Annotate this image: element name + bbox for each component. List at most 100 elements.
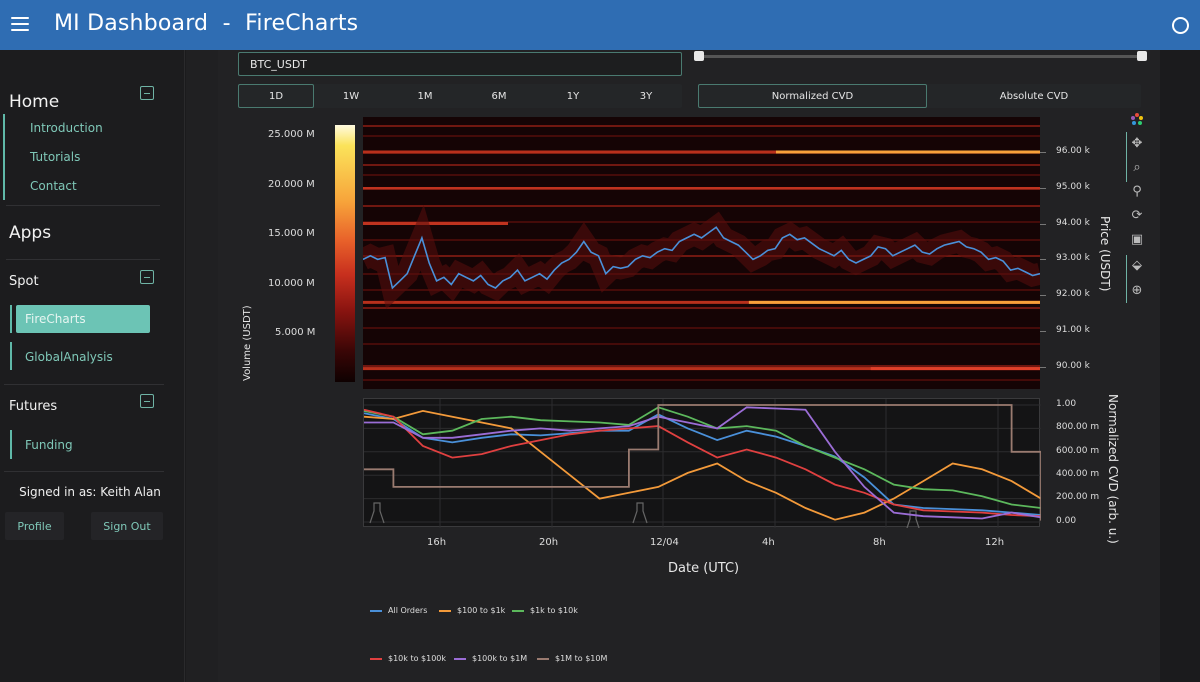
- autoscale-icon[interactable]: ⚲: [1130, 185, 1144, 199]
- cvd-y-tick: 0.00: [1056, 516, 1076, 526]
- cvd-y-tick: 600.00 m: [1056, 446, 1099, 456]
- sidebar-item-tutorials[interactable]: Tutorials: [30, 150, 80, 164]
- price-tick: 91.00 k: [1056, 325, 1090, 335]
- volume-colorbar: [335, 125, 355, 382]
- legend-label: $100k to $1M: [472, 654, 527, 663]
- legend-label: All Orders: [388, 606, 427, 615]
- zoom-box-icon[interactable]: ⌕: [1130, 161, 1144, 175]
- legend-label: $1M to $10M: [555, 654, 607, 663]
- price-tick-mark: [1040, 259, 1046, 260]
- legend-item[interactable]: $10k to $100k: [370, 654, 446, 663]
- section-title-apps: Apps: [9, 223, 51, 243]
- spot-nav-group-2: [10, 342, 12, 370]
- cvd-mode-selector: Normalized CVD Absolute CVD: [698, 84, 1141, 108]
- sidebar-gutter: [186, 50, 218, 682]
- pan-icon[interactable]: ✥: [1130, 137, 1144, 151]
- normalized-cvd-button[interactable]: Normalized CVD: [698, 84, 927, 108]
- reset-axes-icon[interactable]: ⟳: [1130, 209, 1144, 223]
- cvd-x-tick: 20h: [539, 537, 558, 548]
- colorbar-tick: 25.000 M: [268, 129, 315, 140]
- legend-swatch: [370, 610, 382, 612]
- sign-out-button[interactable]: Sign Out: [91, 512, 163, 540]
- sidebar: Home Introduction Tutorials Contact Apps…: [0, 50, 185, 682]
- legend-item[interactable]: $100k to $1M: [454, 654, 527, 663]
- timeframe-6m[interactable]: 6M: [462, 84, 536, 108]
- cvd-y-tick: 200.00 m: [1056, 492, 1099, 502]
- cvd-y-tick: 800.00 m: [1056, 422, 1099, 432]
- cvd-x-tick: 8h: [873, 537, 886, 548]
- legend-swatch: [512, 610, 524, 612]
- profile-button[interactable]: Profile: [5, 512, 64, 540]
- divider: [4, 471, 164, 472]
- legend-item[interactable]: $100 to $1k: [439, 606, 505, 615]
- legend-swatch: [537, 658, 549, 660]
- timeframe-1m[interactable]: 1M: [388, 84, 462, 108]
- hover-closest-icon[interactable]: ⬙: [1130, 259, 1144, 273]
- symbol-input[interactable]: BTC_USDT: [238, 52, 682, 76]
- x-axis-title: Date (UTC): [668, 561, 739, 576]
- modebar-separator: [1126, 132, 1127, 182]
- date-range-slider-track[interactable]: [699, 55, 1143, 58]
- signed-in-label: Signed in as: Keith Alan: [0, 485, 180, 499]
- collapse-home-button[interactable]: [140, 86, 154, 100]
- timeframe-1d[interactable]: 1D: [238, 84, 314, 108]
- collapse-spot-button[interactable]: [140, 270, 154, 284]
- modebar-separator: [1126, 255, 1127, 303]
- section-title-home: Home: [9, 92, 59, 112]
- timeframe-selector: 1D 1W 1M 6M 1Y 3Y: [238, 84, 682, 108]
- timeframe-3y[interactable]: 3Y: [610, 84, 682, 108]
- absolute-cvd-button[interactable]: Absolute CVD: [927, 84, 1141, 108]
- colorbar-title: Volume (USDT): [242, 305, 253, 381]
- cvd-x-tick: 4h: [762, 537, 775, 548]
- sidebar-item-funding[interactable]: Funding: [25, 438, 73, 452]
- orderbook-heatmap[interactable]: [363, 117, 1040, 389]
- legend-item[interactable]: $1M to $10M: [537, 654, 607, 663]
- section-title-spot: Spot: [9, 274, 39, 289]
- legend-label: $10k to $100k: [388, 654, 446, 663]
- legend-label: $100 to $1k: [457, 606, 505, 615]
- price-tick: 92.00 k: [1056, 289, 1090, 299]
- price-tick-mark: [1040, 152, 1046, 153]
- sidebar-item-contact[interactable]: Contact: [30, 179, 77, 193]
- divider: [6, 205, 160, 206]
- cvd-y-tick: 1.00: [1056, 399, 1076, 409]
- legend-item[interactable]: All Orders: [370, 606, 427, 615]
- sidebar-item-firecharts[interactable]: FireCharts: [16, 305, 150, 333]
- price-tick: 94.00 k: [1056, 218, 1090, 228]
- price-tick: 90.00 k: [1056, 361, 1090, 371]
- price-axis-title: Price (USDT): [1098, 216, 1112, 291]
- sidebar-item-introduction[interactable]: Introduction: [30, 121, 103, 135]
- cvd-chart[interactable]: [363, 398, 1040, 527]
- heatmap-plot: [363, 117, 1040, 389]
- price-tick: 93.00 k: [1056, 253, 1090, 263]
- price-tick: 96.00 k: [1056, 146, 1090, 156]
- legend-swatch: [439, 610, 451, 612]
- collapse-futures-button[interactable]: [140, 394, 154, 408]
- download-png-icon[interactable]: ▣: [1130, 233, 1144, 247]
- range-slider-end-handle[interactable]: [1137, 51, 1147, 61]
- range-slider-start-handle[interactable]: [694, 51, 704, 61]
- top-app-bar: MI Dashboard - FireCharts: [0, 0, 1200, 50]
- hamburger-menu-icon[interactable]: [11, 17, 29, 31]
- price-tick: 95.00 k: [1056, 182, 1090, 192]
- sidebar-item-globalanalysis[interactable]: GlobalAnalysis: [25, 350, 113, 364]
- cvd-x-tick: 16h: [427, 537, 446, 548]
- legend-swatch: [454, 658, 466, 660]
- app-title: MI Dashboard - FireCharts: [54, 11, 358, 36]
- cvd-y-tick: 400.00 m: [1056, 469, 1099, 479]
- colorbar-tick: 20.000 M: [268, 179, 315, 190]
- timeframe-1w[interactable]: 1W: [314, 84, 388, 108]
- home-nav-group: [3, 114, 5, 200]
- plotly-logo-icon[interactable]: [1130, 112, 1144, 126]
- legend-item[interactable]: $1k to $10k: [512, 606, 578, 615]
- divider: [4, 384, 164, 385]
- price-tick-mark: [1040, 367, 1046, 368]
- spike-lines-icon[interactable]: ⊕: [1130, 284, 1144, 298]
- right-gutter: [1160, 50, 1200, 682]
- colorbar-tick: 10.000 M: [268, 278, 315, 289]
- legend-label: $1k to $10k: [530, 606, 578, 615]
- theme-toggle-icon[interactable]: [1172, 17, 1189, 34]
- divider: [6, 259, 160, 260]
- timeframe-1y[interactable]: 1Y: [536, 84, 610, 108]
- price-tick-mark: [1040, 295, 1046, 296]
